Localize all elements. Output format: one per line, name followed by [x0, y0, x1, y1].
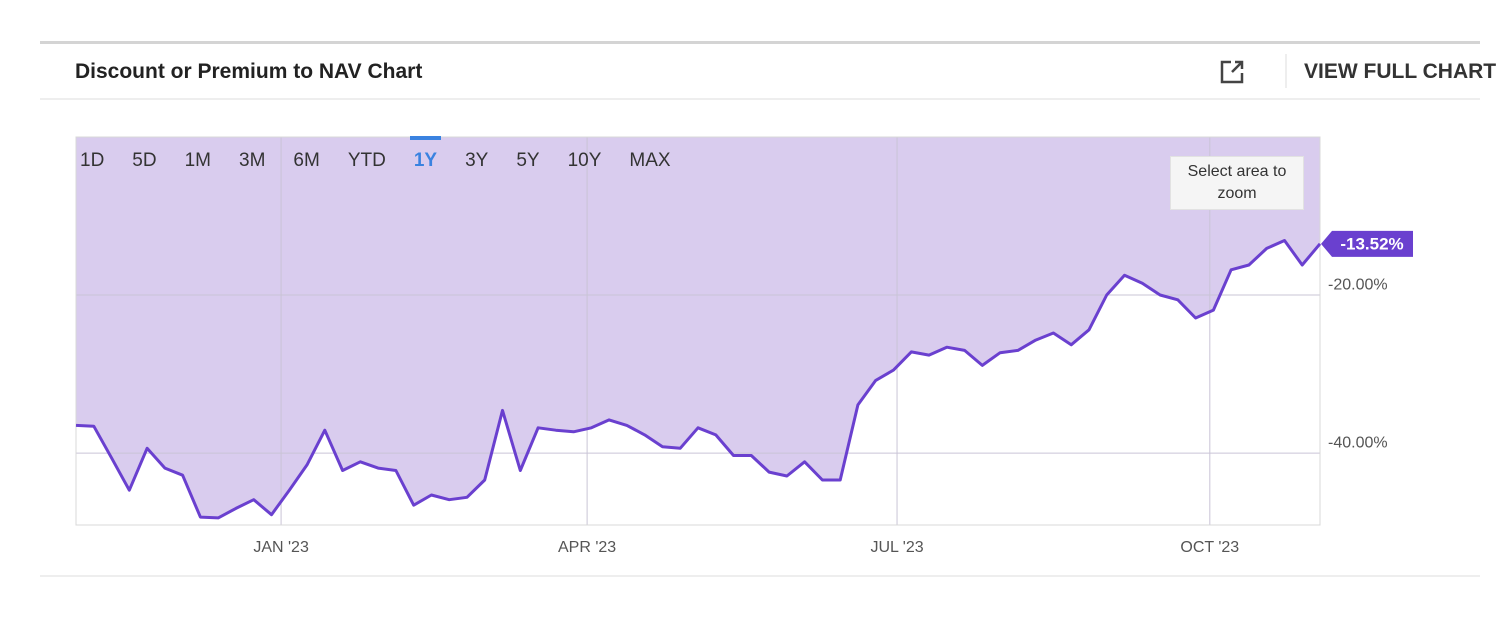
- plot-border: [75, 136, 1321, 526]
- area: [76, 137, 1320, 518]
- top-rule: [40, 41, 1480, 44]
- range-button[interactable]: 3Y: [465, 150, 489, 171]
- x-tick-label: JUL '23: [870, 539, 923, 556]
- current-value-marker: [1321, 230, 1413, 257]
- range-button[interactable]: 1M: [184, 150, 211, 171]
- external-link-icon[interactable]: [1220, 60, 1244, 84]
- range-buttons: 1D 5D 1M 3M 6M YTD 1Y 3Y 5Y 10Y MAX: [80, 136, 699, 172]
- range-button[interactable]: 5D: [132, 150, 157, 171]
- range-button[interactable]: 1Y: [409, 136, 442, 171]
- x-tick-label: APR '23: [558, 539, 616, 556]
- range-button[interactable]: YTD: [347, 150, 386, 171]
- x-tick-label: OCT '23: [1180, 539, 1239, 556]
- x-tick-label: JAN '23: [253, 539, 309, 556]
- current-value-label: -13.52%: [1340, 234, 1403, 253]
- range-button[interactable]: 1D: [80, 150, 105, 171]
- line: [75, 239, 1322, 520]
- y-tick-label: -20.00%: [1328, 276, 1388, 293]
- range-button[interactable]: 6M: [293, 150, 320, 171]
- chart-title: Discount or Premium to NAV Chart: [75, 60, 423, 83]
- range-button[interactable]: 3M: [239, 150, 266, 171]
- range-button[interactable]: MAX: [629, 150, 671, 171]
- zoom-hint: Select area to zoom: [1170, 156, 1304, 210]
- y-tick-label: -40.00%: [1328, 434, 1388, 451]
- range-button[interactable]: 10Y: [567, 150, 602, 171]
- view-full-chart[interactable]: VIEW FULL CHART: [1304, 60, 1497, 83]
- range-button[interactable]: 5Y: [516, 150, 540, 171]
